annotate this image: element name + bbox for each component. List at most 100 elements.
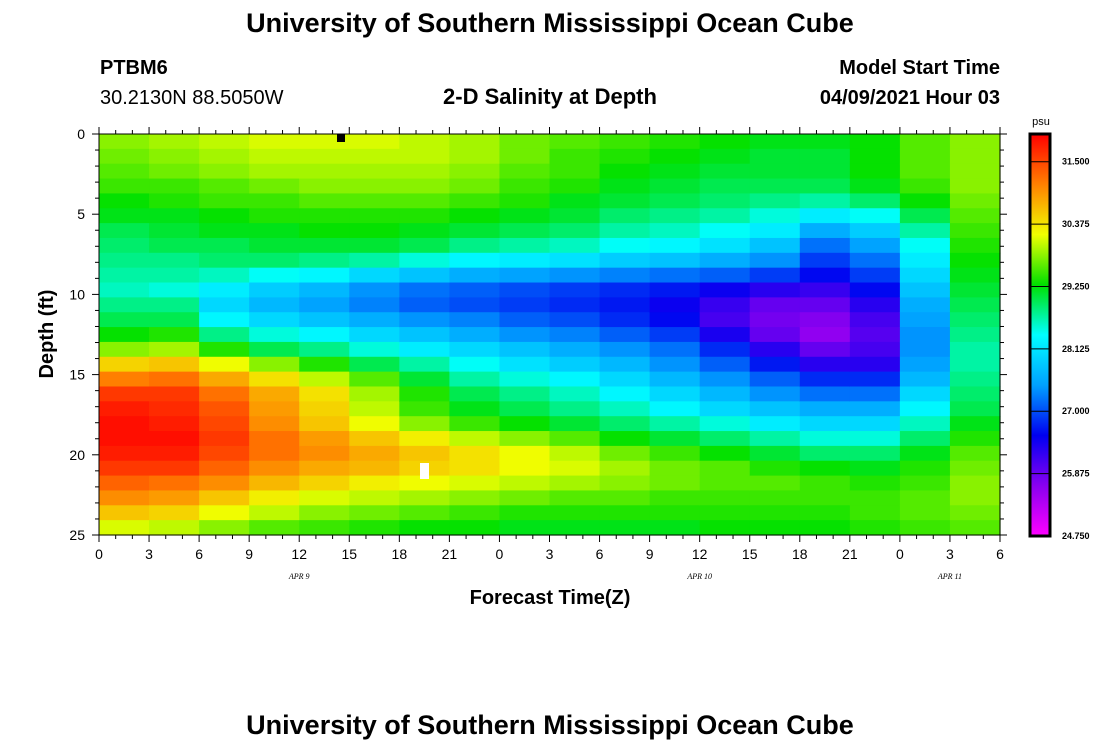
heatmap-cell <box>499 148 551 165</box>
heatmap-cell <box>399 297 450 313</box>
heatmap-cell <box>99 148 150 165</box>
heatmap-cell <box>799 208 851 224</box>
x-tick-label: 21 <box>442 546 458 562</box>
heatmap-cell <box>399 431 450 447</box>
heatmap-cell <box>349 445 400 462</box>
heatmap-cell <box>949 505 1001 521</box>
y-axis-label: Depth (ft) <box>36 290 58 379</box>
heatmap-cell <box>799 356 851 373</box>
x-axis-label: Forecast Time(Z) <box>470 587 631 609</box>
black-marker <box>337 134 345 142</box>
heatmap-cell <box>499 134 551 150</box>
heatmap-cell <box>549 460 601 477</box>
colorbar-tick-label: 28.125 <box>1062 344 1090 354</box>
heatmap-cell <box>349 356 400 373</box>
heatmap-cell <box>749 267 801 284</box>
heatmap-cell <box>749 208 801 224</box>
heatmap-cell <box>349 134 400 150</box>
heatmap-cell <box>449 505 501 521</box>
heatmap-cell <box>849 445 901 462</box>
heatmap-cell <box>699 327 751 343</box>
chart-title: 2-D Salinity at Depth <box>443 84 657 109</box>
heatmap-cell <box>399 148 450 165</box>
heatmap-cell <box>799 327 851 343</box>
heatmap-cell <box>799 193 851 209</box>
x-tick-label: 0 <box>896 546 904 562</box>
y-tick-label: 5 <box>77 206 85 222</box>
heatmap-cell <box>399 505 450 521</box>
heatmap-cell <box>199 252 250 269</box>
heatmap-cell <box>599 252 651 269</box>
x-tick-label: 18 <box>792 546 808 562</box>
x-tick-label: 9 <box>245 546 253 562</box>
heatmap-cell <box>99 505 150 521</box>
heatmap-cell <box>249 327 300 343</box>
heatmap-cell <box>449 475 501 492</box>
heatmap-cell <box>699 223 751 239</box>
heatmap-cell <box>249 297 300 313</box>
heatmap-cell <box>249 193 300 209</box>
heatmap-cell <box>349 401 400 417</box>
heatmap-cell <box>899 490 951 506</box>
heatmap-cell <box>899 208 951 224</box>
heatmap-cell <box>549 445 601 462</box>
heatmap-cell <box>949 297 1001 313</box>
heatmap-cell <box>949 490 1001 506</box>
heatmap-cell <box>799 445 851 462</box>
heatmap-cell <box>399 312 450 328</box>
heatmap-cell <box>349 312 400 328</box>
heatmap-cell <box>849 475 901 492</box>
heatmap-cell <box>599 297 651 313</box>
heatmap-cell <box>99 386 150 402</box>
heatmap-cell <box>299 371 350 388</box>
heatmap-cell <box>249 223 300 239</box>
heatmap-cell <box>899 237 951 254</box>
heatmap-cell <box>599 178 651 195</box>
heatmap-cell <box>649 445 701 462</box>
heatmap-cell <box>199 208 250 224</box>
heatmap-cell <box>149 416 200 432</box>
heatmap-cell <box>99 163 150 180</box>
heatmap-cell <box>349 297 400 313</box>
heatmap-cell <box>249 267 300 284</box>
heatmap-cell <box>749 312 801 328</box>
heatmap-cell <box>799 163 851 180</box>
heatmap-cell <box>549 297 601 313</box>
heatmap-cell <box>449 490 501 506</box>
heatmap-cell <box>349 416 400 432</box>
heatmap-cell <box>599 431 651 447</box>
heatmap-cell <box>699 431 751 447</box>
heatmap-cell <box>199 163 250 180</box>
heatmap-cell <box>249 445 300 462</box>
heatmap-cell <box>249 178 300 195</box>
heatmap-cell <box>399 267 450 284</box>
heatmap-cell <box>249 356 300 373</box>
heatmap-cell <box>699 297 751 313</box>
heatmap-cell <box>649 341 701 358</box>
heatmap-cell <box>99 193 150 209</box>
heatmap-cell <box>499 475 551 492</box>
heatmap-cell <box>549 371 601 388</box>
heatmap-cell <box>649 371 701 388</box>
heatmap-cell <box>299 208 350 224</box>
heatmap-cell <box>299 386 350 402</box>
heatmap-cell <box>849 520 901 536</box>
salinity-heatmap <box>99 134 1001 536</box>
heatmap-cell <box>549 505 601 521</box>
heatmap-cell <box>349 163 400 180</box>
heatmap-cell <box>649 223 701 239</box>
heatmap-cell <box>299 178 350 195</box>
heatmap-cell <box>249 505 300 521</box>
heatmap-cell <box>199 267 250 284</box>
station-id: PTBM6 <box>100 57 168 79</box>
heatmap-cell <box>149 327 200 343</box>
heatmap-cell <box>449 341 501 358</box>
heatmap-cell <box>799 371 851 388</box>
heatmap-cell <box>499 312 551 328</box>
heatmap-cell <box>799 297 851 313</box>
heatmap-cell <box>349 193 400 209</box>
heatmap-cell <box>349 475 400 492</box>
heatmap-cell <box>449 237 501 254</box>
heatmap-cell <box>399 134 450 150</box>
